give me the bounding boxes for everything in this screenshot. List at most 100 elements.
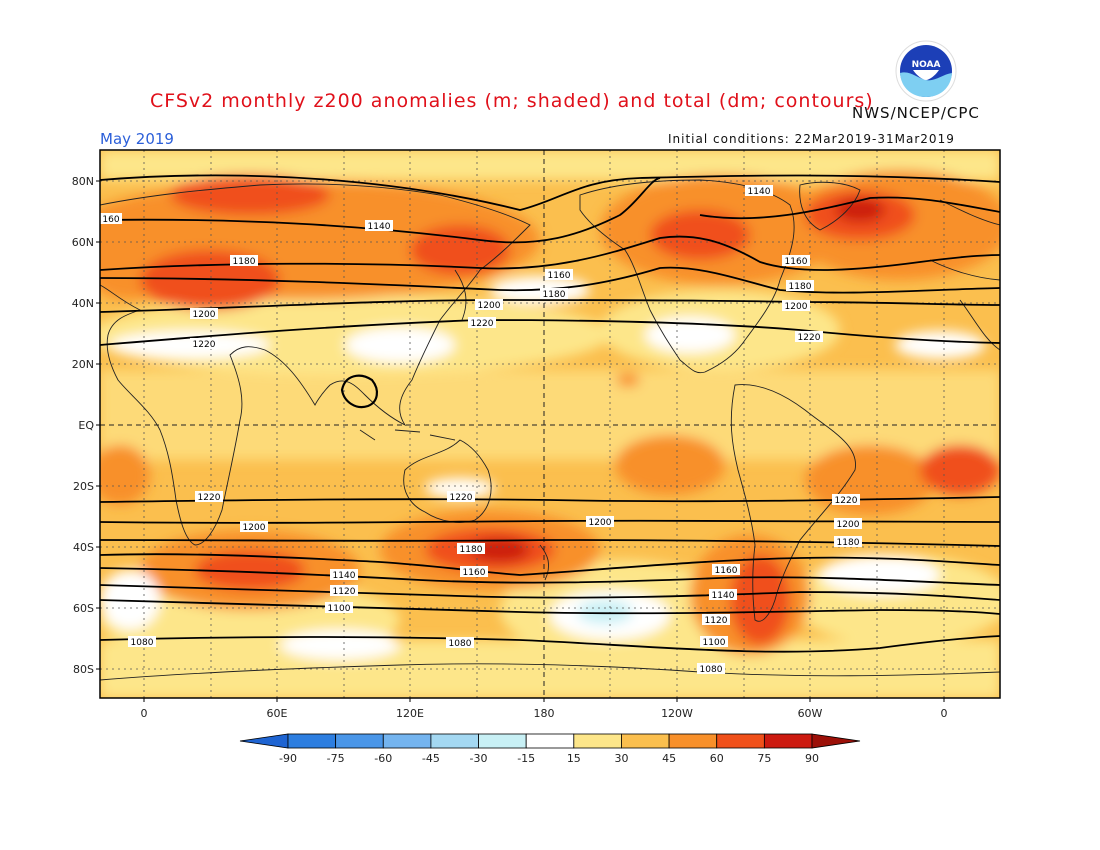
svg-text:1080: 1080 xyxy=(131,638,154,648)
svg-text:1120: 1120 xyxy=(705,616,728,626)
colorbar-box xyxy=(382,733,432,749)
colorbar-box xyxy=(525,733,575,749)
svg-text:1180: 1180 xyxy=(837,538,860,548)
svg-text:1220: 1220 xyxy=(798,333,821,343)
graticule xyxy=(100,150,1000,698)
svg-text:1220: 1220 xyxy=(198,493,221,503)
colorbar-box xyxy=(430,733,479,749)
colorbar-arrow-high xyxy=(811,733,861,749)
contour-label: 160 xyxy=(100,213,122,225)
colorbar-label: -75 xyxy=(327,752,345,765)
contour-label: 1200 xyxy=(834,518,862,530)
colorbar-box xyxy=(763,733,813,749)
colorbar-box xyxy=(335,733,384,749)
anomaly-shading: 1140 1140 160 1180 1160 1180 1200 1160 1… xyxy=(100,150,1000,698)
contour-label: 1220 xyxy=(795,331,823,343)
svg-text:1220: 1220 xyxy=(471,319,494,329)
colorbar-label: -30 xyxy=(470,752,488,765)
svg-text:1160: 1160 xyxy=(785,257,808,267)
colorbar-label: 90 xyxy=(805,752,819,765)
svg-text:1200: 1200 xyxy=(837,520,860,530)
colorbar-label: -90 xyxy=(279,752,297,765)
contour-label: 1180 xyxy=(786,280,814,292)
contour-label: 1140 xyxy=(330,569,358,581)
colorbar-label: 30 xyxy=(614,752,628,765)
contour-label: 1200 xyxy=(782,300,810,312)
svg-text:1080: 1080 xyxy=(449,639,472,649)
contour-label: 1220 xyxy=(468,317,496,329)
colorbar-label: 75 xyxy=(757,752,771,765)
lon-label: 120W xyxy=(661,707,693,720)
colorbar-label: 15 xyxy=(567,752,581,765)
contour-label: 1100 xyxy=(325,602,353,614)
map-title: CFSv2 monthly z200 anomalies (m; shaded)… xyxy=(150,90,874,112)
lon-axis: 0 60E 120E 180 120W 60W 0 xyxy=(141,707,948,720)
colorbar-box xyxy=(573,733,622,749)
colorbar-box xyxy=(287,733,337,749)
svg-text:1140: 1140 xyxy=(712,591,735,601)
svg-text:1140: 1140 xyxy=(748,187,771,197)
contour-labels: 1140 1140 160 1180 1160 1180 1200 1160 1… xyxy=(100,185,862,675)
axis-ticks xyxy=(96,180,945,702)
coastlines xyxy=(100,179,1000,681)
contour-label: 1140 xyxy=(365,220,393,232)
svg-text:1180: 1180 xyxy=(460,545,483,555)
lat-label: 80N xyxy=(72,175,94,188)
lat-label: EQ xyxy=(78,419,94,432)
svg-text:1100: 1100 xyxy=(703,638,726,648)
colorbar-label: -60 xyxy=(374,752,392,765)
lat-label: 60N xyxy=(72,236,94,249)
svg-text:1160: 1160 xyxy=(715,566,738,576)
contour-label: 1180 xyxy=(230,255,258,267)
colorbar-box xyxy=(478,733,527,749)
svg-text:1160: 1160 xyxy=(463,568,486,578)
lat-label: 60S xyxy=(73,602,94,615)
svg-text:1080: 1080 xyxy=(700,665,723,675)
lat-label: 20N xyxy=(72,358,94,371)
contour-label: 1220 xyxy=(447,491,475,503)
colorbar: -90 -75 -60 -45 -30 -15 15 30 45 60 75 90 xyxy=(239,733,861,765)
svg-text:1160: 1160 xyxy=(548,271,571,281)
contour-label: 1180 xyxy=(834,536,862,548)
tibetan-plateau-outline xyxy=(340,374,378,409)
contour-label: 1200 xyxy=(475,299,503,311)
contour-label: 1080 xyxy=(446,637,474,649)
svg-text:NOAA: NOAA xyxy=(912,60,941,70)
colorbar-box xyxy=(668,733,718,749)
contour-label: 1120 xyxy=(330,585,358,597)
svg-text:1180: 1180 xyxy=(789,282,812,292)
contour-label: 1200 xyxy=(586,516,614,528)
colorbar-label: -45 xyxy=(422,752,440,765)
svg-text:1100: 1100 xyxy=(328,604,351,614)
contour-label: 1160 xyxy=(460,566,488,578)
contour-label: 1220 xyxy=(832,494,860,506)
svg-text:1200: 1200 xyxy=(193,310,216,320)
contour-label: 1140 xyxy=(709,589,737,601)
lon-label: 0 xyxy=(941,707,948,720)
contour-label: 1080 xyxy=(128,636,156,648)
lat-label: 40S xyxy=(73,541,94,554)
colorbar-label: 60 xyxy=(710,752,724,765)
contour-label: 1180 xyxy=(540,288,568,300)
svg-text:1220: 1220 xyxy=(450,493,473,503)
lat-axis: 80N 60N 40N 20N EQ 20S 40S 60S 80S xyxy=(72,175,95,676)
agency-label: NWS/NCEP/CPC xyxy=(852,104,980,122)
lon-label: 120E xyxy=(396,707,424,720)
svg-text:1120: 1120 xyxy=(333,587,356,597)
contour-label: 1220 xyxy=(195,491,223,503)
contour-label: 1220 xyxy=(190,338,218,350)
noaa-logo-icon: NOAA xyxy=(895,40,957,102)
colorbar-arrow-low xyxy=(239,733,289,749)
contour-label: 1160 xyxy=(712,564,740,576)
svg-text:1200: 1200 xyxy=(785,302,808,312)
lon-label: 0 xyxy=(141,707,148,720)
lon-label: 180 xyxy=(534,707,555,720)
colorbar-box xyxy=(716,733,765,749)
lat-label: 80S xyxy=(73,663,94,676)
map-frame xyxy=(99,149,1001,699)
contour-label: 1160 xyxy=(545,269,573,281)
contour-label: 1100 xyxy=(700,636,728,648)
colorbar-label: 45 xyxy=(662,752,676,765)
contour-label: 1120 xyxy=(702,614,730,626)
